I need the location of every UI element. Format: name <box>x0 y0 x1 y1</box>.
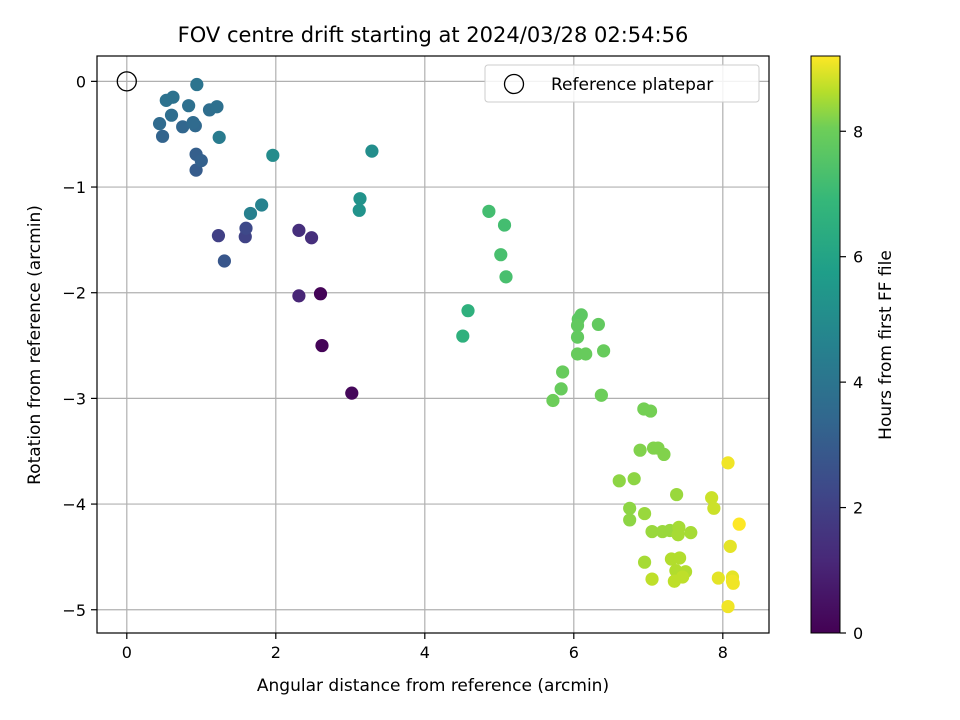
data-point <box>243 206 258 221</box>
colorbar: 0 2 4 6 8 Hours from first FF file <box>810 55 896 643</box>
data-point <box>723 539 737 553</box>
data-point <box>705 491 719 505</box>
grid-lines <box>97 56 769 633</box>
x-tick-label: 0 <box>122 643 132 662</box>
data-point <box>671 528 685 542</box>
x-axis-ticks: 0 2 4 6 8 <box>122 633 728 662</box>
data-point <box>217 254 231 268</box>
y-tick-label: −4 <box>62 495 86 514</box>
data-point <box>732 517 746 531</box>
y-axis-label: Rotation from reference (arcmin) <box>25 205 45 485</box>
data-point <box>637 555 652 569</box>
data-point <box>164 108 179 122</box>
data-point <box>211 229 226 243</box>
data-point <box>579 347 593 361</box>
data-point <box>711 571 725 585</box>
data-point <box>645 572 659 586</box>
data-point <box>627 472 641 486</box>
data-point <box>670 487 684 502</box>
data-point <box>637 506 652 521</box>
y-tick-label: −2 <box>62 284 86 303</box>
data-point <box>546 393 560 408</box>
data-point <box>623 501 637 515</box>
data-point <box>304 231 319 245</box>
data-point <box>313 287 328 301</box>
colorbar-tick-label: 8 <box>853 122 863 141</box>
x-tick-label: 8 <box>718 643 728 662</box>
data-point <box>672 551 687 565</box>
data-point <box>497 218 512 232</box>
y-tick-label: −3 <box>62 389 86 408</box>
data-point <box>461 304 475 318</box>
data-point <box>726 576 740 590</box>
data-point <box>643 404 658 418</box>
y-tick-label: 0 <box>76 72 86 91</box>
data-point <box>494 248 508 262</box>
data-point <box>239 221 253 235</box>
data-point <box>255 198 269 212</box>
data-point <box>212 130 226 144</box>
colorbar-ticks: 0 2 4 6 8 <box>840 122 863 643</box>
data-point <box>155 129 170 143</box>
y-tick-label: −5 <box>62 601 86 620</box>
colorbar-tick-label: 6 <box>853 248 863 267</box>
data-point <box>684 526 698 540</box>
x-tick-label: 2 <box>271 643 281 662</box>
data-point <box>194 154 208 168</box>
data-point <box>556 365 570 379</box>
data-point <box>594 388 608 402</box>
data-point <box>721 456 735 470</box>
data-point <box>597 344 611 358</box>
chart-title: FOV centre drift starting at 2024/03/28 … <box>178 23 689 47</box>
data-point <box>210 100 224 114</box>
data-point <box>365 144 379 158</box>
colorbar-tick-label: 0 <box>853 624 863 643</box>
legend: Reference platepar <box>484 64 760 103</box>
data-point <box>554 382 568 396</box>
data-point <box>570 318 585 333</box>
data-points <box>116 71 746 614</box>
data-point <box>612 474 626 488</box>
x-tick-label: 6 <box>569 643 579 662</box>
data-point <box>667 574 681 588</box>
legend-marker-circle <box>503 73 525 95</box>
x-tick-label: 4 <box>420 643 430 662</box>
data-point <box>657 447 671 462</box>
y-tick-label: −1 <box>62 178 86 197</box>
data-point <box>633 443 647 457</box>
colorbar-label: Hours from first FF file <box>876 250 896 440</box>
data-point <box>353 192 367 206</box>
data-point <box>182 99 196 113</box>
data-point <box>456 329 470 343</box>
data-point <box>591 317 605 332</box>
data-point <box>707 501 721 515</box>
data-point <box>186 115 200 130</box>
data-point <box>352 203 366 217</box>
data-point <box>645 524 659 539</box>
data-point <box>166 90 180 104</box>
legend-label: Reference platepar <box>551 75 713 95</box>
x-axis-label: Angular distance from reference (arcmin) <box>257 676 609 696</box>
data-point <box>292 289 306 303</box>
data-point <box>292 223 306 237</box>
data-point <box>721 599 735 614</box>
data-point <box>482 204 496 218</box>
data-point <box>190 77 204 92</box>
reference-marker <box>116 71 137 92</box>
colorbar-tick-label: 2 <box>853 499 863 518</box>
data-point <box>345 386 359 400</box>
data-point <box>315 338 329 353</box>
data-point <box>499 270 513 284</box>
data-point <box>570 330 585 344</box>
colorbar-tick-label: 4 <box>853 373 863 392</box>
legend-box <box>484 64 760 103</box>
data-point <box>152 117 167 131</box>
plot-frame <box>96 55 770 634</box>
colorbar-gradient <box>810 55 841 634</box>
data-point <box>266 148 280 162</box>
y-axis-ticks: 0 −1 −2 −3 −4 −5 <box>62 72 97 620</box>
data-point <box>623 513 637 527</box>
data-point <box>176 120 190 134</box>
